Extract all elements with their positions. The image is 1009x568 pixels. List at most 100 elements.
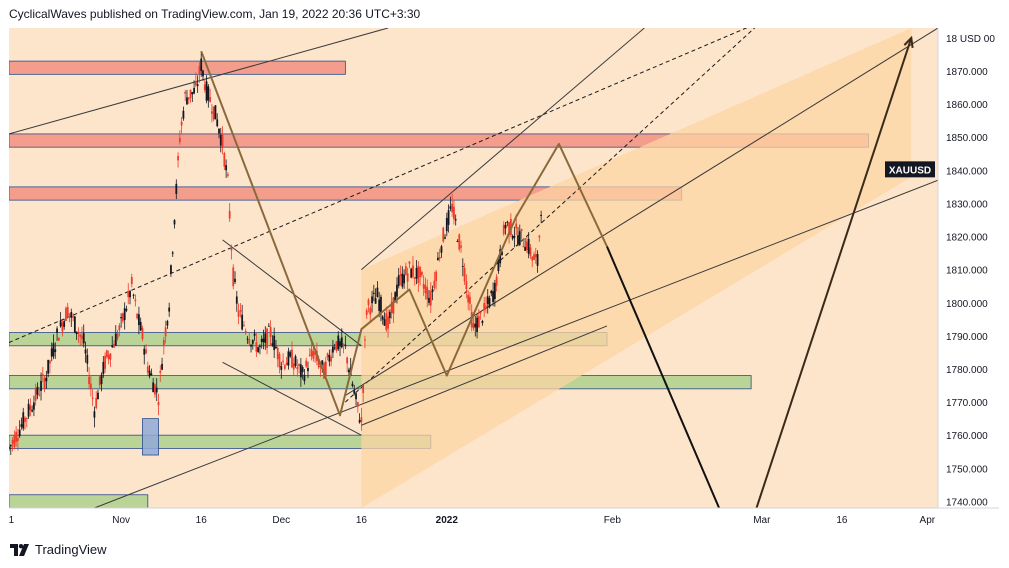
candle-body — [513, 235, 516, 238]
y-tick-label: 1770.000 — [946, 398, 988, 409]
candle-body — [428, 297, 430, 303]
candle-body — [193, 88, 195, 94]
candle-body — [424, 285, 427, 294]
candle-body — [362, 385, 365, 394]
candle-body — [278, 354, 281, 368]
candle-body — [11, 440, 14, 444]
candle-body — [257, 347, 260, 352]
last-price-tag[interactable]: XAUUSD — [885, 161, 935, 178]
candle-body — [175, 183, 178, 194]
candle-body — [18, 429, 21, 437]
candle-body — [522, 246, 525, 248]
support-zone[interactable] — [9, 494, 149, 508]
candle-body — [168, 307, 171, 312]
candle-body — [22, 412, 25, 429]
candle-body — [34, 388, 37, 401]
candle-body — [429, 291, 432, 306]
candle-body — [477, 316, 480, 328]
candle-body — [431, 289, 434, 292]
candle-body — [376, 287, 379, 297]
candle-body — [40, 381, 42, 391]
candle-body — [413, 277, 416, 279]
candle-body — [314, 351, 317, 356]
trend-line[interactable] — [9, 28, 389, 135]
trend-line[interactable] — [94, 179, 938, 508]
resistance-zone[interactable] — [9, 60, 346, 75]
y-tick-label: 1840.000 — [946, 166, 988, 177]
x-tick-label: Nov — [112, 515, 130, 526]
trend-line[interactable] — [222, 361, 362, 436]
candle-body — [120, 317, 123, 319]
candle-body — [380, 296, 382, 313]
candle-body — [159, 370, 162, 373]
candle-body — [178, 137, 181, 143]
candle-body — [369, 307, 372, 315]
candle-body — [399, 274, 402, 276]
candle-body — [388, 311, 391, 319]
candle-body — [210, 111, 213, 114]
candle-body — [47, 359, 50, 374]
candle-body — [269, 326, 272, 337]
candle-body — [440, 246, 443, 253]
candle-body — [20, 424, 23, 427]
candle-body — [84, 349, 87, 354]
candle-body — [540, 214, 543, 216]
publish-header: CyclicalWaves published on TradingView.c… — [9, 7, 421, 21]
candle-body — [396, 284, 398, 297]
candle-body — [283, 365, 286, 369]
wave-projection[interactable] — [755, 37, 913, 508]
candle-body — [129, 291, 131, 298]
y-tick-label: 1750.000 — [946, 464, 988, 475]
candle-body — [66, 306, 69, 318]
candle-body — [205, 81, 208, 101]
trend-line[interactable] — [9, 28, 762, 343]
candle-body — [81, 335, 83, 339]
candle-body — [102, 361, 105, 374]
candle-body — [136, 313, 139, 319]
candle-body — [476, 317, 478, 332]
candle-body — [57, 338, 60, 341]
candle-body — [289, 352, 292, 357]
candle-body — [73, 316, 76, 333]
candle-body — [465, 281, 468, 290]
y-tick-label: 1870.000 — [946, 67, 988, 78]
trend-line[interactable] — [361, 325, 608, 426]
trend-line[interactable] — [345, 28, 938, 396]
candle-body — [15, 431, 18, 442]
candle-body — [116, 333, 119, 339]
candle-body — [461, 266, 464, 268]
candle-body — [479, 312, 482, 314]
candle-body — [495, 276, 498, 286]
candle-body — [493, 282, 496, 299]
candle-body — [488, 298, 491, 308]
candle-body — [182, 110, 185, 119]
candle-body — [157, 402, 160, 406]
highlight-box[interactable] — [142, 418, 159, 456]
candle-body — [467, 294, 470, 303]
candle-body — [180, 121, 183, 126]
candle-body — [54, 349, 57, 352]
wave-projection[interactable] — [200, 50, 608, 417]
candle-body — [483, 303, 486, 310]
trend-line[interactable] — [222, 239, 362, 347]
candle-body — [420, 272, 423, 276]
trend-line[interactable] — [345, 28, 761, 403]
candle-body — [394, 292, 397, 303]
candle-body — [38, 394, 41, 396]
wave-projection[interactable] — [606, 246, 721, 509]
candle-body — [415, 268, 418, 279]
candle-body — [403, 274, 405, 284]
trend-line[interactable] — [361, 28, 645, 271]
candle-body — [285, 362, 288, 366]
candle-body — [303, 374, 306, 382]
price-chart[interactable]: 18 USD 00 1870.000 1860.000 1850.000 1840.00… — [4, 28, 999, 534]
candle-body — [287, 351, 290, 366]
candle-body — [68, 313, 71, 315]
candle-body — [56, 328, 58, 333]
candle-body — [127, 291, 130, 298]
chart-frame[interactable]: 18 USD 00 1870.000 1860.000 1850.000 1840.00… — [4, 28, 999, 534]
candle-body — [358, 420, 361, 423]
y-tick-label: 1830.000 — [946, 199, 988, 210]
candle-body — [155, 387, 158, 393]
candle-body — [100, 374, 103, 385]
